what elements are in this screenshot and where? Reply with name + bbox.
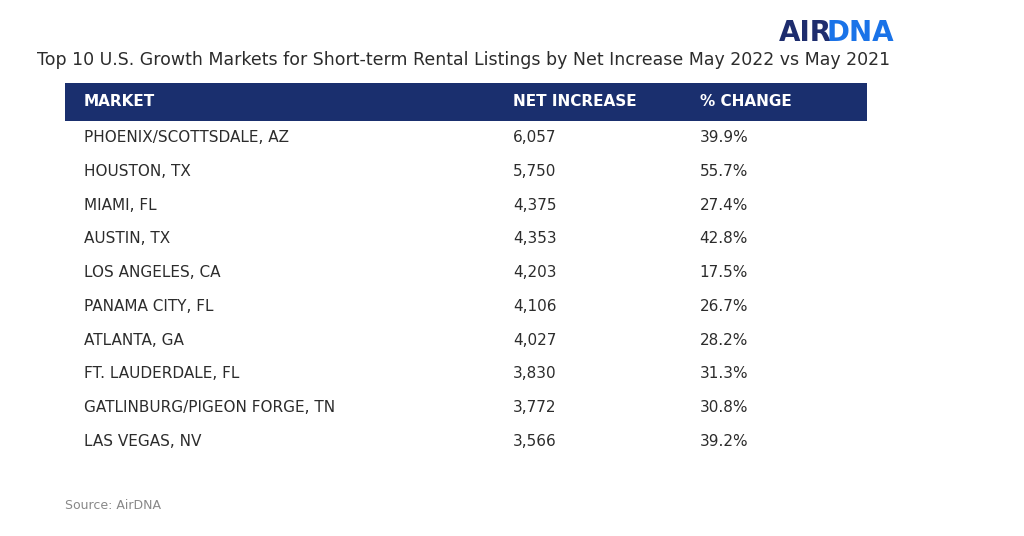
Text: GATLINBURG/PIGEON FORGE, TN: GATLINBURG/PIGEON FORGE, TN — [84, 400, 335, 415]
Bar — [66, 391, 867, 425]
Text: HOUSTON, TX: HOUSTON, TX — [84, 164, 190, 178]
Text: 4,203: 4,203 — [513, 265, 556, 280]
Text: 3,772: 3,772 — [513, 400, 556, 415]
Text: DNA: DNA — [826, 19, 894, 47]
Text: MARKET: MARKET — [84, 94, 156, 109]
Text: 4,106: 4,106 — [513, 299, 556, 314]
Text: Source: AirDNA: Source: AirDNA — [66, 499, 162, 512]
Text: MIAMI, FL: MIAMI, FL — [84, 198, 157, 212]
Bar — [66, 323, 867, 357]
Text: 4,353: 4,353 — [513, 232, 557, 246]
Text: 31.3%: 31.3% — [699, 367, 749, 381]
Text: % CHANGE: % CHANGE — [699, 94, 792, 109]
Text: 55.7%: 55.7% — [699, 164, 748, 178]
Text: PANAMA CITY, FL: PANAMA CITY, FL — [84, 299, 213, 314]
Text: LOS ANGELES, CA: LOS ANGELES, CA — [84, 265, 220, 280]
Text: AUSTIN, TX: AUSTIN, TX — [84, 232, 170, 246]
Bar — [66, 83, 867, 121]
Text: 28.2%: 28.2% — [699, 333, 748, 347]
Text: ATLANTA, GA: ATLANTA, GA — [84, 333, 184, 347]
Bar — [66, 188, 867, 222]
Bar — [66, 357, 867, 391]
Text: 4,027: 4,027 — [513, 333, 556, 347]
Bar — [66, 256, 867, 289]
Bar — [66, 222, 867, 256]
Text: 39.2%: 39.2% — [699, 434, 749, 449]
Text: 42.8%: 42.8% — [699, 232, 748, 246]
Text: Top 10 U.S. Growth Markets for Short-term Rental Listings by Net Increase May 20: Top 10 U.S. Growth Markets for Short-ter… — [37, 51, 891, 69]
Text: 5,750: 5,750 — [513, 164, 556, 178]
Text: 6,057: 6,057 — [513, 130, 556, 145]
Text: 39.9%: 39.9% — [699, 130, 749, 145]
Text: PHOENIX/SCOTTSDALE, AZ: PHOENIX/SCOTTSDALE, AZ — [84, 130, 289, 145]
Bar — [66, 425, 867, 458]
Bar — [66, 83, 867, 458]
Bar — [66, 154, 867, 188]
Text: 3,566: 3,566 — [513, 434, 557, 449]
Text: 26.7%: 26.7% — [699, 299, 749, 314]
Text: 27.4%: 27.4% — [699, 198, 748, 212]
Bar — [66, 289, 867, 323]
Text: 3,830: 3,830 — [513, 367, 557, 381]
Text: 4,375: 4,375 — [513, 198, 556, 212]
Text: 17.5%: 17.5% — [699, 265, 748, 280]
Text: NET INCREASE: NET INCREASE — [513, 94, 637, 109]
Bar — [66, 121, 867, 154]
Text: FT. LAUDERDALE, FL: FT. LAUDERDALE, FL — [84, 367, 240, 381]
Text: LAS VEGAS, NV: LAS VEGAS, NV — [84, 434, 202, 449]
Text: 30.8%: 30.8% — [699, 400, 749, 415]
Text: AIR: AIR — [779, 19, 831, 47]
